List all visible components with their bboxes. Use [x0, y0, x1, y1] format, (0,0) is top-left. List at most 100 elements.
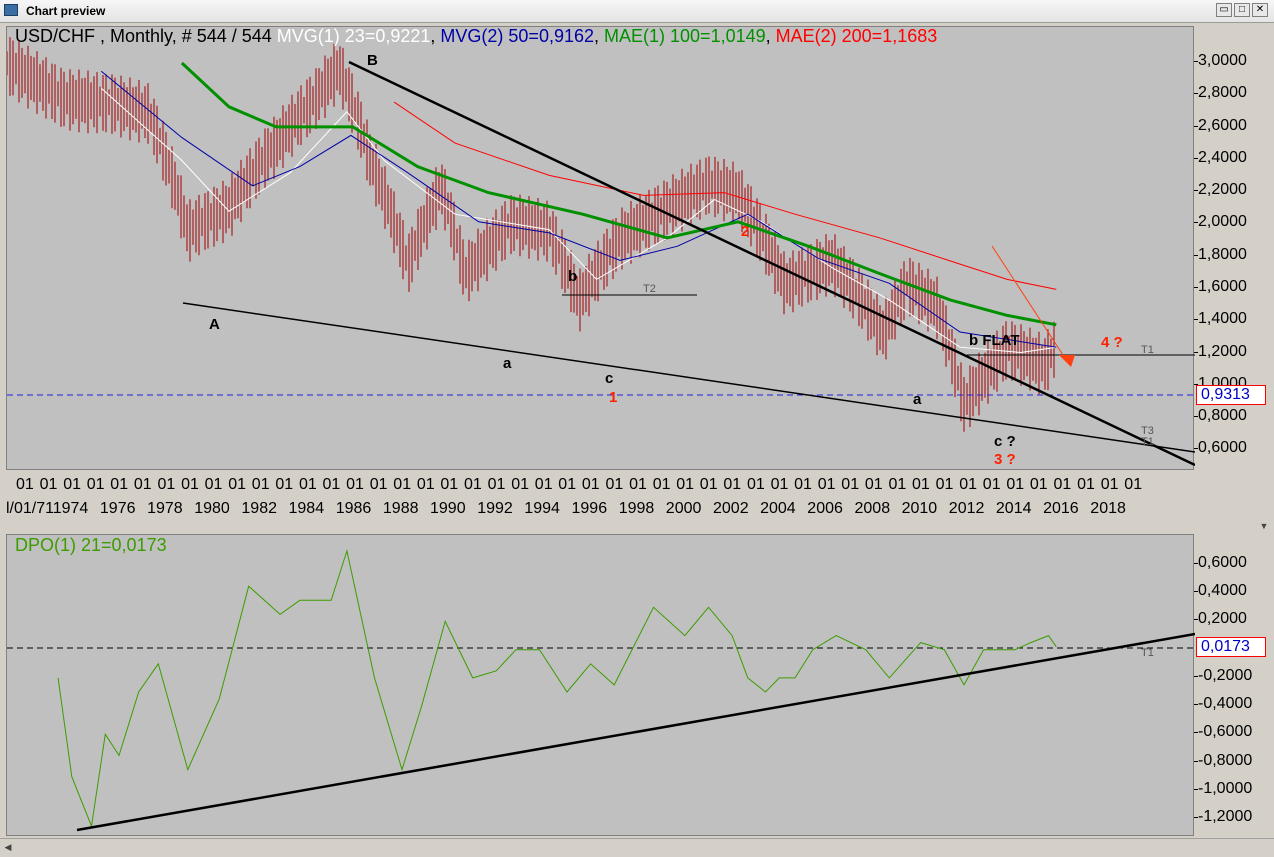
target-arrow-head — [1059, 355, 1075, 367]
year-label: 1984 — [288, 500, 325, 517]
t2-label: T2 — [643, 283, 656, 295]
mvg2-line — [100, 70, 1057, 348]
month-label: 01 — [299, 476, 317, 493]
wave-label-b-flat: b FLAT — [969, 332, 1020, 349]
month-label: 01 — [181, 476, 199, 493]
month-label: 01 — [747, 476, 765, 493]
y-tick: 3,0000 — [1194, 52, 1247, 69]
price-moving-averages — [100, 61, 1057, 354]
month-label: 01 — [1077, 476, 1095, 493]
year-label: 2018 — [1090, 500, 1126, 517]
month-label: 01 — [39, 476, 58, 493]
close-icon[interactable]: ✕ — [1252, 3, 1268, 17]
month-label: 01 — [1124, 476, 1143, 493]
last-dpo-box: 0,0173 — [1196, 637, 1266, 657]
year-label: 1994 — [524, 500, 560, 517]
y-tick: 2,8000 — [1194, 84, 1247, 101]
year-label: 2008 — [854, 500, 891, 517]
dpo-y-tick: 0,2000 — [1194, 610, 1247, 627]
month-label: 01 — [251, 476, 270, 493]
y-tick: 2,2000 — [1194, 181, 1247, 198]
wave-label-2: 2 — [741, 223, 750, 240]
month-label: 01 — [157, 476, 176, 493]
month-label: 01 — [86, 476, 105, 493]
year-label: 1988 — [382, 500, 419, 517]
dpo-y-tick: -0,2000 — [1193, 667, 1253, 684]
dpo-y-tick: -0,4000 — [1193, 695, 1253, 712]
month-label: 01 — [1053, 476, 1072, 493]
month-label: 01 — [982, 476, 1001, 493]
t1-label: T1 — [1141, 344, 1154, 356]
price-chart-panel[interactable]: USD/CHF , Monthly, # 544 / 544 MVG(1) 23… — [6, 26, 1195, 470]
month-label: 01 — [322, 476, 341, 493]
price-legend: USD/CHF , Monthly, # 544 / 544 MVG(1) 23… — [15, 26, 938, 46]
y-tick: 0,6000 — [1194, 439, 1247, 456]
month-label: 01 — [864, 476, 883, 493]
dpo-y-tick: 0,4000 — [1194, 582, 1247, 599]
legend-mae2: MAE(2) 200=1,1683 — [775, 26, 938, 46]
month-label: 01 — [558, 476, 577, 493]
splitter-grip-icon[interactable]: ▼ — [1259, 521, 1269, 531]
month-label: 01 — [959, 476, 977, 493]
year-label: 1998 — [618, 500, 655, 517]
year-label: 1980 — [194, 500, 230, 517]
app-icon — [4, 4, 18, 16]
restore-icon[interactable]: ▭ — [1216, 3, 1232, 17]
month-label: 01 — [63, 476, 81, 493]
month-label: 01 — [440, 476, 459, 493]
year-label: 1996 — [571, 500, 608, 517]
t3-label: T3 — [1141, 425, 1154, 437]
year-label: 2010 — [901, 500, 938, 517]
month-label: 01 — [110, 476, 129, 493]
legend-mvg1: MVG(1) 23=0,9221 — [276, 26, 431, 46]
month-label: 01 — [605, 476, 624, 493]
time-axis: 01 01 01 01 01 01 01 01 01 01 01 01 01 01 01 01 01 01 01 01… — [0, 470, 1194, 520]
year-label: 1992 — [477, 500, 513, 517]
year-label: 1974 — [52, 500, 89, 517]
wave-label-a2: a — [913, 391, 922, 408]
month-label: 01 — [581, 476, 600, 493]
y-tick: 1,8000 — [1194, 246, 1247, 263]
y-tick: 0,8000 — [1194, 407, 1247, 424]
month-label: 01 — [629, 476, 647, 493]
wave-label-A: A — [209, 316, 220, 333]
month-label: 01 — [888, 476, 907, 493]
dpo-chart-panel[interactable]: DPO(1) 21=0,0173 T1 — [6, 534, 1195, 836]
dpo-trendline — [76, 632, 1195, 832]
year-label: 2016 — [1043, 500, 1079, 517]
month-label: 01 — [275, 476, 294, 493]
wave-label-3-q: 3 ? — [994, 451, 1016, 468]
dpo-y-axis: 0,6000 0,4000 0,2000 -0,2000 -0,4000 -0,… — [1193, 534, 1274, 836]
year-label: 2000 — [665, 500, 702, 517]
maximize-icon[interactable]: □ — [1234, 3, 1250, 17]
legend-mae1: MAE(1) 100=1,0149 — [604, 26, 766, 46]
month-label: 01 — [346, 476, 364, 493]
panel-splitter[interactable]: ▼ — [0, 521, 1274, 531]
month-label: 01 — [534, 476, 553, 493]
year-label: 1986 — [335, 500, 372, 517]
wave-label-c-q: c ? — [994, 433, 1016, 450]
month-label: 01 — [16, 476, 34, 493]
scroll-left-icon[interactable]: ◀ — [4, 842, 12, 852]
dpo-y-tick: -0,6000 — [1193, 723, 1253, 740]
year-label: 1976 — [99, 500, 136, 517]
wave-label-a: a — [503, 355, 512, 372]
dpo-legend: DPO(1) 21=0,0173 — [15, 535, 167, 555]
month-label: 01 — [1100, 476, 1119, 493]
year-label: 2002 — [713, 500, 749, 517]
dpo-chart-svg — [7, 548, 1195, 832]
window-title: Chart preview — [26, 4, 106, 18]
month-label: 01 — [652, 476, 671, 493]
bottom-scrollbar[interactable]: ◀ — [0, 838, 1274, 857]
last-price-box: 0,9313 — [1196, 385, 1266, 405]
month-label: 01 — [369, 476, 388, 493]
t1b-label: T1 — [1141, 436, 1154, 448]
month-label: 01 — [794, 476, 812, 493]
mae2-line — [393, 101, 1057, 290]
target-arrow-line — [991, 245, 1064, 356]
y-tick: 1,4000 — [1194, 310, 1247, 327]
year-label: 1978 — [147, 500, 183, 517]
month-label: 01 — [770, 476, 789, 493]
dpo-y-tick: 0,6000 — [1194, 554, 1247, 571]
window-titlebar: Chart preview ▭ □ ✕ — [0, 0, 1274, 23]
